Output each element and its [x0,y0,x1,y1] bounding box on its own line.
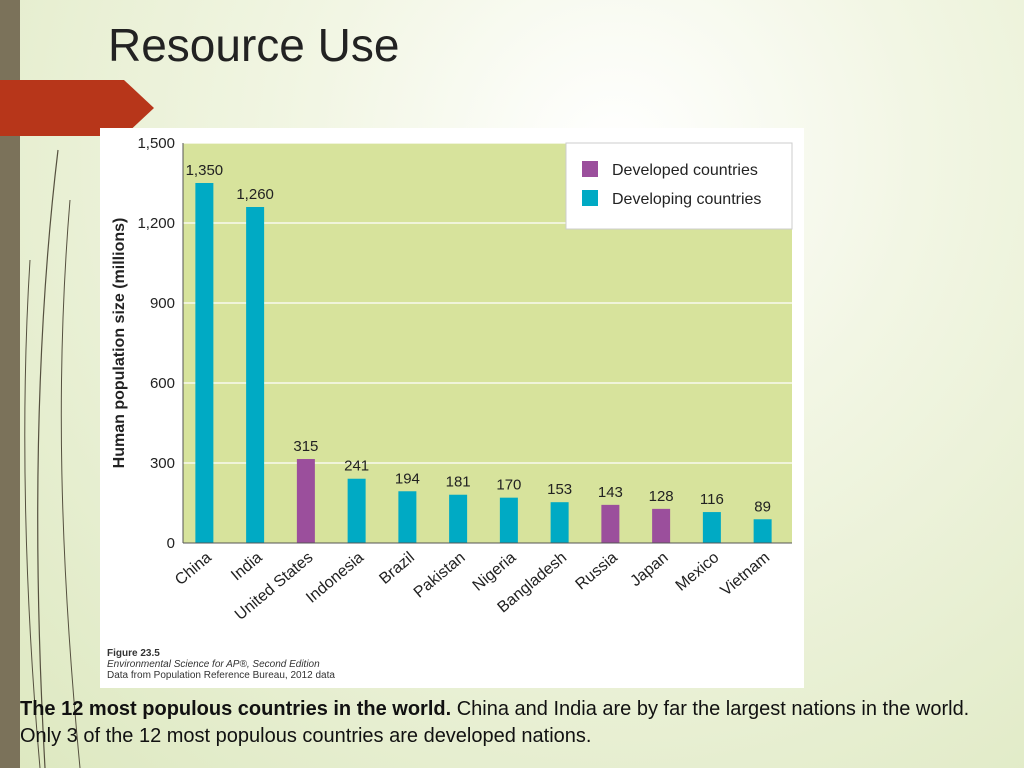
caption-bold: The 12 most populous countries in the wo… [20,698,452,720]
bar [347,478,366,543]
legend-box [565,142,793,230]
figure-number: Figure 23.5 [107,648,160,659]
x-tick-label: China [172,549,215,589]
value-label: 315 [293,438,318,455]
bar [601,504,620,543]
bar [702,512,721,543]
decorative-lines [24,149,81,768]
x-tick-label: Mexico [673,549,723,595]
bars [195,183,772,543]
value-labels: 1,350 1,260 315 241 194 181 170 153 143 128 116 89 [186,162,771,515]
legend: Developed countries Developing countries [565,142,793,230]
bar [753,519,772,543]
x-tick-label: India [228,549,266,584]
value-label: 153 [547,481,572,498]
value-label: 116 [700,491,724,508]
value-label: 89 [754,498,771,515]
bar [398,491,417,543]
value-label: 1,350 [186,162,224,179]
value-label: 1,260 [236,186,274,203]
bar [652,508,671,543]
bar-chart: 0 300 600 900 1,200 1,500 1,350 1,260 315 241 194… [111,135,793,624]
value-label: 194 [395,470,420,487]
legend-label-developed: Developed countries [612,162,758,179]
accent-flag [0,80,154,136]
y-axis-ticks: 0 300 600 900 1,200 1,500 [137,135,175,552]
x-tick-label: Indonesia [303,549,367,607]
value-label: 241 [344,458,369,475]
figure-source-line2: Data from Population Reference Bureau, 2… [107,670,335,681]
bar [195,183,214,543]
x-tick-label: Brazil [376,549,418,588]
x-tick-label: Pakistan [411,549,469,601]
caption-rest: China and India are by far the largest n… [20,698,970,747]
bar [246,207,265,543]
y-tick-label: 900 [150,295,175,312]
x-tick-label: Russia [573,549,621,594]
value-label: 170 [496,477,521,494]
y-tick-label: 1,200 [137,215,175,232]
legend-label-developing: Developing countries [612,191,761,208]
slide-title: Resource Use [108,19,400,71]
figure-source-line1: Environmental Science for AP®, Second Ed… [107,659,320,670]
y-axis-title: Human population size (millions) [111,218,128,469]
value-label: 128 [649,488,674,505]
x-tick-label: Japan [627,549,671,590]
figure-source: Figure 23.5 Environmental Science for AP… [107,648,335,681]
legend-swatch-developed [582,161,598,177]
y-tick-label: 600 [150,375,175,392]
slide-caption: The 12 most populous countries in the wo… [20,696,1010,750]
bar [499,497,518,543]
y-tick-label: 300 [150,455,175,472]
bar [449,494,468,543]
bar [550,502,569,543]
x-tick-label: Vietnam [718,549,774,600]
left-decor-bar [0,0,20,768]
y-tick-label: 1,500 [137,135,175,152]
legend-swatch-developing [582,190,598,206]
value-label: 143 [598,484,623,501]
value-label: 181 [446,474,471,491]
y-tick-label: 0 [167,535,175,552]
bar [296,459,315,543]
